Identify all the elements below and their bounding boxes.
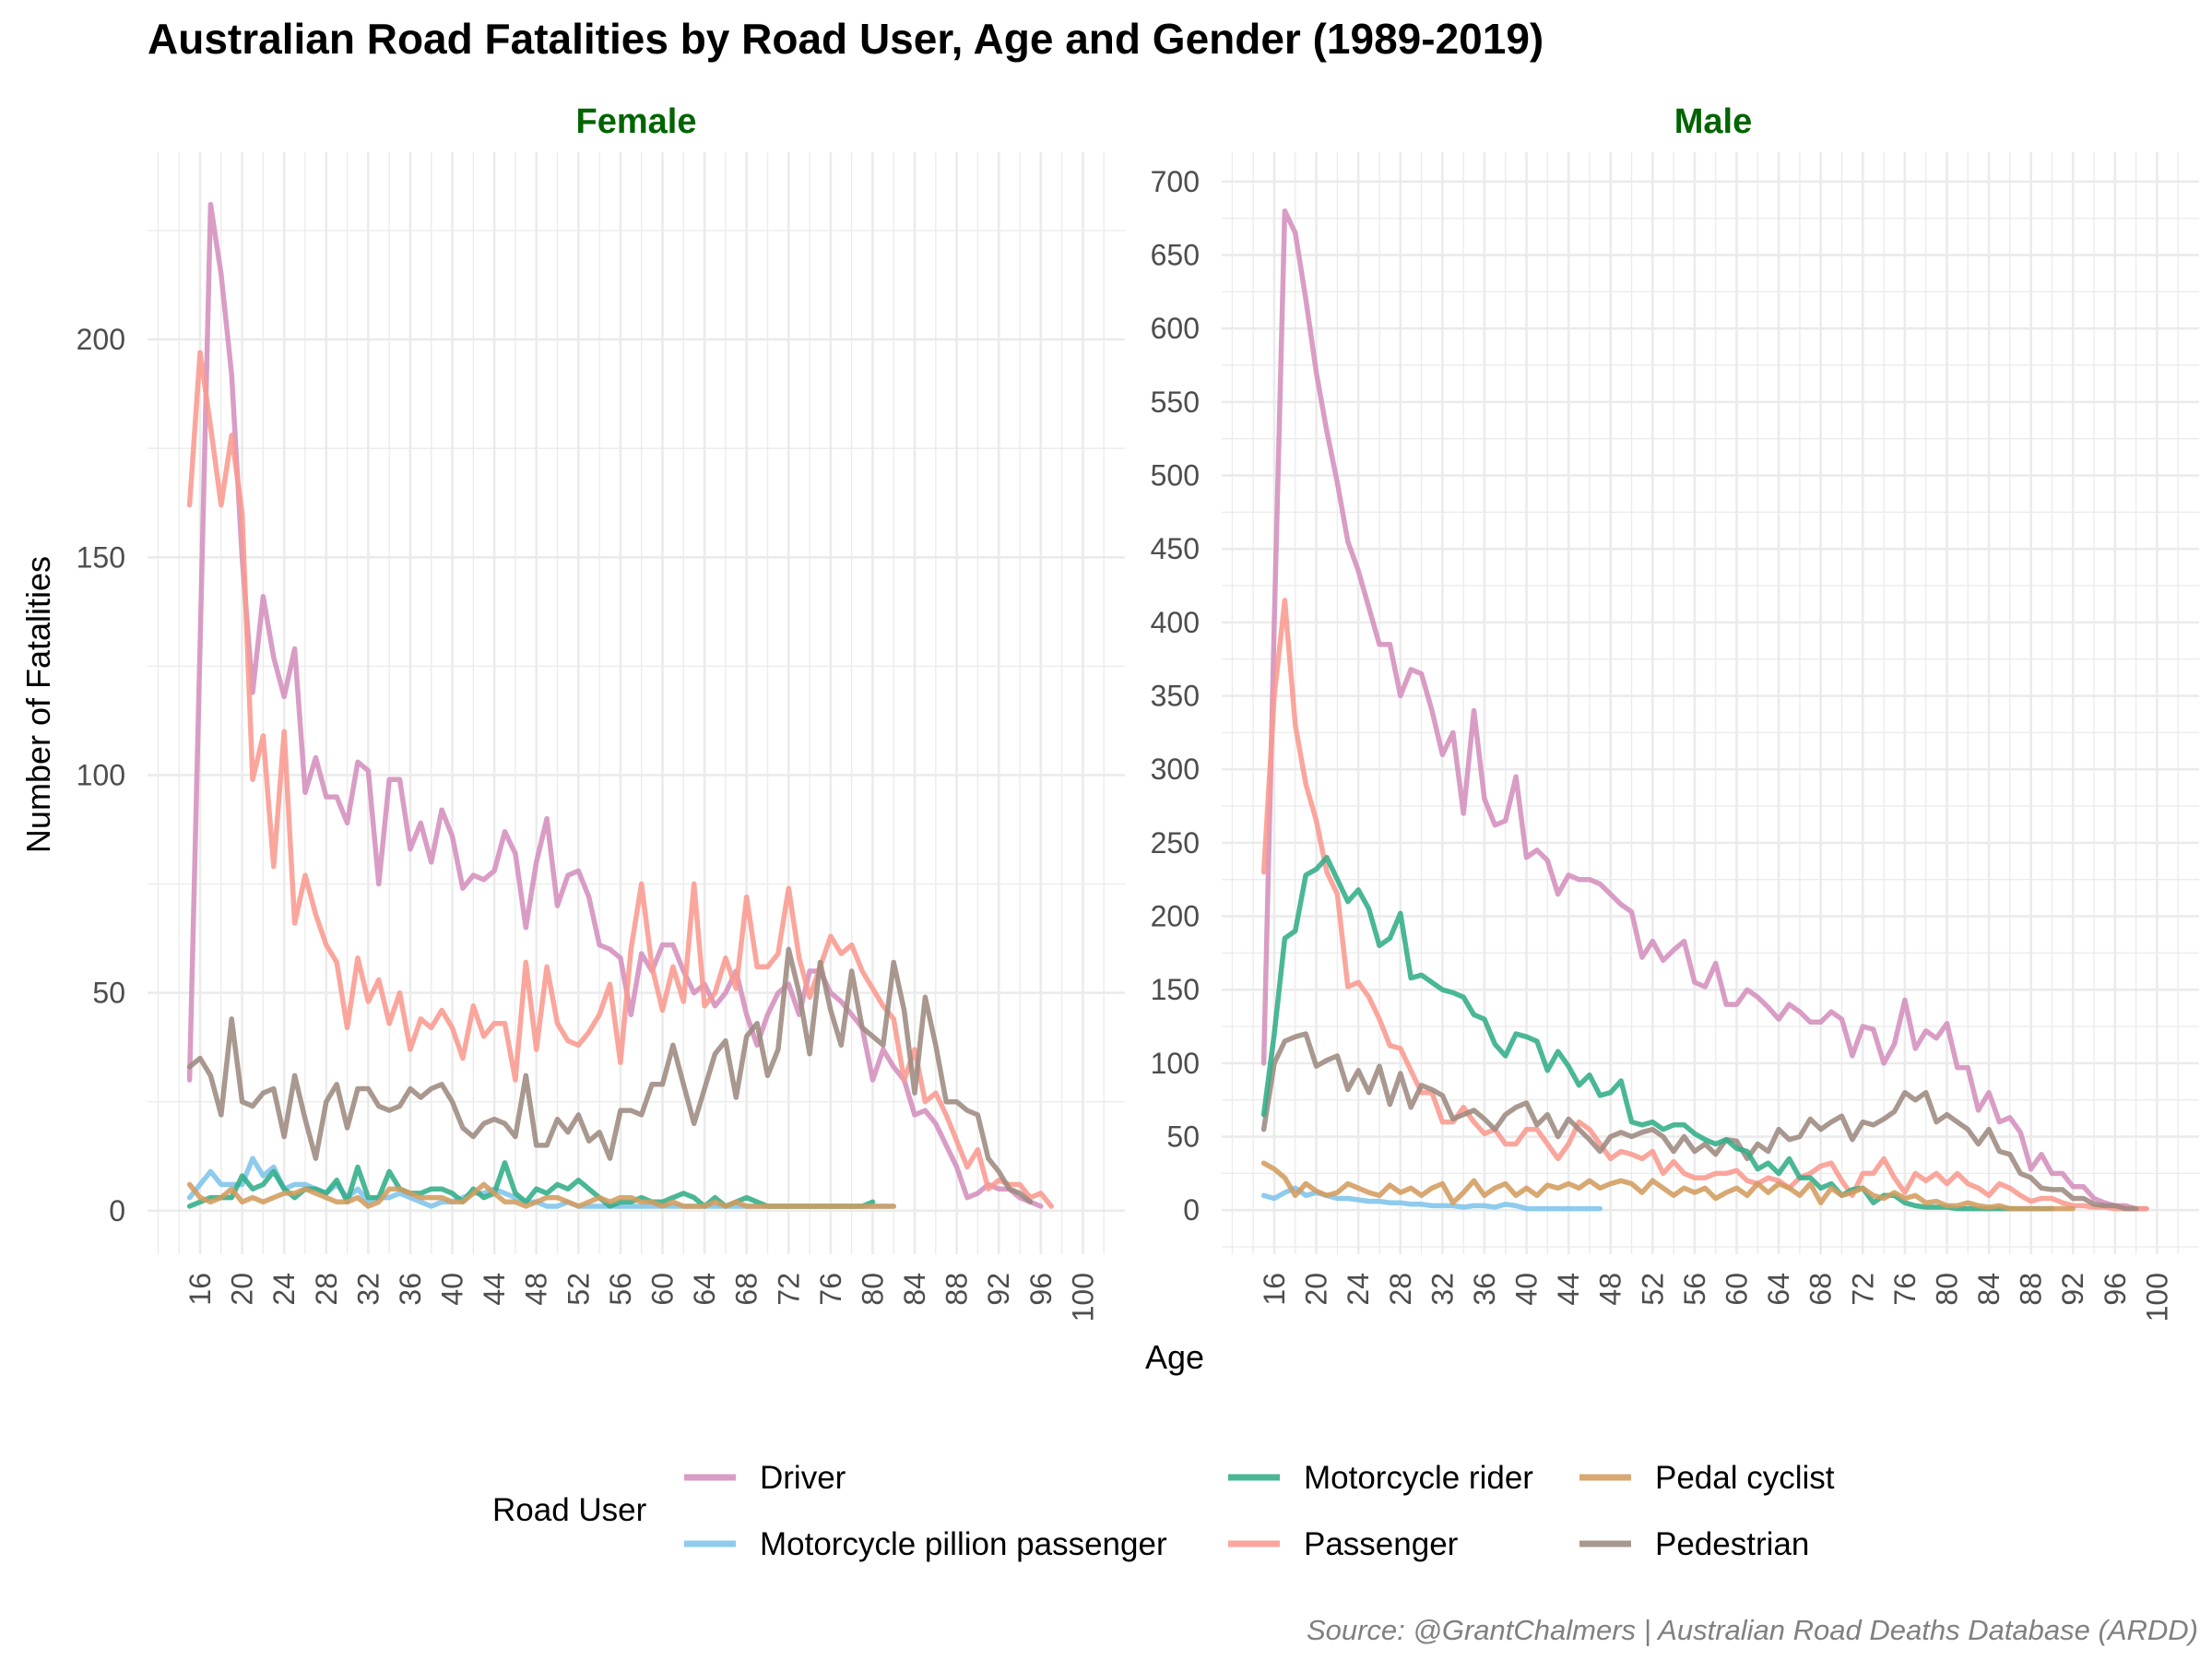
line-pedestrian-female [186,946,1034,1205]
y-tick-label: 700 [1151,165,1200,198]
x-tick-label: 84 [1972,1273,2005,1306]
legend-label-motorcycle-rider: Motorcycle rider [1304,1460,1533,1496]
legend: Road User Driver Motorcycle pillion passe… [492,1460,1835,1562]
line-motorcycle-rider-male [1260,855,2055,1212]
source-caption: Source: @GrantChalmers | Australian Road… [1307,1614,2198,1646]
line-driver-male [1260,208,2149,1212]
y-tick-label: 450 [1151,532,1200,565]
gridlines-male [1222,152,2199,1254]
x-tick-label: 88 [2015,1273,2048,1306]
y-tick-labels-male: 0 50 100 150 200 250 300 350 400 450 500 550 600 650 7… [1151,165,1200,1227]
series-lines-female [186,201,1054,1209]
x-tick-label: 64 [1762,1273,1795,1306]
x-tick-label: 72 [772,1273,805,1306]
line-pedal-cyclist-male [1260,1160,2076,1212]
legend-label-pedal-cyclist: Pedal cyclist [1655,1460,1835,1496]
line-pedal-cyclist-female [186,1181,896,1209]
x-tick-labels-female: 16 20 24 28 32 36 40 44 48 52 56 60 64 68 72 76 80 84 88 92… [183,1273,1099,1322]
x-tick-label: 28 [310,1273,343,1306]
y-tick-label: 500 [1151,459,1200,492]
x-tick-label: 32 [1425,1273,1459,1306]
x-tick-label: 52 [562,1273,595,1306]
y-tick-label: 50 [1166,1120,1200,1154]
y-tick-label: 350 [1151,680,1200,713]
x-tick-label: 16 [183,1273,217,1306]
x-tick-label: 84 [898,1273,931,1306]
line-passenger-female [186,350,1054,1209]
x-tick-label: 36 [394,1273,427,1306]
y-tick-label: 650 [1151,239,1200,272]
x-tick-label: 20 [1300,1273,1333,1306]
x-tick-label: 96 [1024,1273,1058,1306]
x-tick-label: 80 [856,1273,889,1306]
y-tick-labels-female: 0 50 100 150 200 [77,323,125,1227]
chart-title: Australian Road Fatalities by Road User,… [148,15,1544,63]
x-tick-label: 68 [1804,1273,1838,1306]
x-tick-label: 44 [1552,1273,1585,1306]
x-tick-label: 72 [1846,1273,1879,1306]
x-tick-label: 44 [478,1273,511,1306]
x-tick-label: 92 [982,1273,1015,1306]
x-tick-label: 92 [2056,1273,2089,1306]
y-tick-label: 0 [1183,1193,1200,1227]
y-tick-label: 400 [1151,606,1200,639]
y-tick-label: 250 [1151,826,1200,860]
line-pedestrian-male [1260,1031,2139,1212]
x-tick-label: 28 [1384,1273,1417,1306]
x-tick-label: 56 [1678,1273,1711,1306]
strip-label-female: Female [576,102,697,141]
legend-label-driver: Driver [760,1460,846,1496]
x-tick-label: 48 [520,1273,553,1306]
legend-items: Driver Motorcycle pillion passenger Motorc… [684,1460,1835,1562]
legend-label-motorcycle-pillion-passenger: Motorcycle pillion passenger [760,1526,1167,1562]
x-tick-label: 88 [940,1273,974,1306]
x-tick-label: 24 [1342,1273,1375,1306]
y-tick-label: 0 [109,1194,125,1227]
x-tick-label: 60 [1720,1273,1753,1306]
x-tick-label: 32 [351,1273,384,1306]
x-tick-label: 48 [1594,1273,1627,1306]
y-tick-label: 100 [77,758,125,791]
x-tick-label: 76 [814,1273,847,1306]
x-tick-label: 100 [2140,1273,2173,1322]
y-tick-label: 50 [92,977,125,1010]
y-axis-title: Number of Fatalities [19,556,57,853]
y-tick-label: 600 [1151,312,1200,345]
y-tick-label: 100 [1151,1047,1200,1080]
x-tick-label: 40 [1510,1273,1544,1306]
x-tick-label: 24 [267,1273,301,1306]
x-tick-label: 68 [730,1273,763,1306]
x-tick-label: 80 [1930,1273,1963,1306]
x-tick-label: 96 [2099,1273,2132,1306]
x-tick-label: 40 [436,1273,469,1306]
y-tick-label: 200 [1151,900,1200,933]
y-tick-label: 150 [77,540,125,574]
x-tick-label: 64 [688,1273,721,1306]
y-tick-label: 150 [1151,973,1200,1006]
panel-male: Male 0 50 100 150 200 250 300 350 400 450 500 550 60… [1151,102,2199,1322]
x-tick-label: 36 [1468,1273,1501,1306]
legend-label-passenger: Passenger [1304,1526,1459,1562]
strip-label-male: Male [1674,102,1752,141]
x-tick-label: 60 [645,1273,679,1306]
x-tick-label: 20 [226,1273,259,1306]
series-lines-male [1260,208,2149,1212]
y-tick-label: 300 [1151,753,1200,786]
y-tick-label: 200 [77,323,125,356]
x-tick-label: 76 [1888,1273,1922,1306]
x-tick-label: 16 [1258,1273,1291,1306]
legend-label-pedestrian: Pedestrian [1655,1526,1809,1562]
line-driver-female [186,201,1044,1209]
line-passenger-male [1260,598,2149,1212]
y-tick-label: 550 [1151,385,1200,419]
x-tick-labels-male: 16 20 24 28 32 36 40 44 48 52 56 60 64 68 72 76 80 84 88 92… [1258,1273,2173,1322]
x-axis-title: Age [1145,1338,1204,1376]
x-tick-label: 100 [1066,1273,1099,1322]
x-tick-label: 56 [604,1273,637,1306]
x-tick-label: 52 [1636,1273,1669,1306]
legend-title: Road User [492,1492,647,1528]
